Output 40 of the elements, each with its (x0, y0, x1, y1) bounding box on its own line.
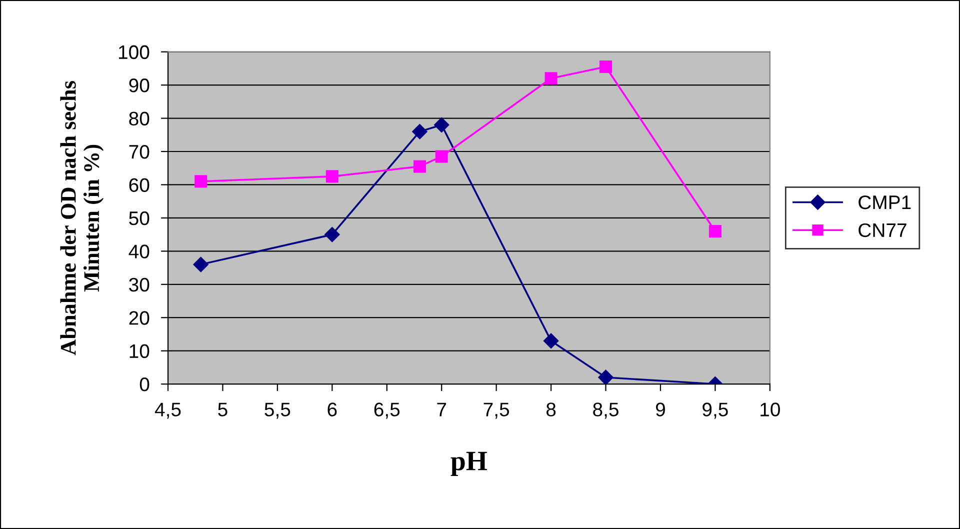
y-tick-label: 70 (129, 144, 150, 159)
y-tick-label: 30 (129, 278, 150, 292)
y-tick-label: 10 (130, 344, 150, 358)
x-tick-label: 8 (546, 402, 556, 416)
point (194, 175, 208, 188)
y-tick-label: 0 (140, 378, 150, 392)
x-tick-label: 6,5 (374, 402, 400, 419)
x-tick-label: 9 (656, 402, 665, 416)
point (434, 117, 450, 132)
point (708, 224, 722, 238)
x-tick-label: 10 (760, 402, 780, 416)
x-tick-label: 8,5 (593, 402, 618, 419)
y-tick-label: 50 (129, 211, 150, 226)
y-tick-label: 20 (129, 311, 150, 325)
point (435, 150, 448, 163)
x-tick-label: 9,5 (702, 402, 728, 419)
x-tick-label: 5 (218, 402, 228, 416)
point (412, 124, 428, 140)
point (543, 333, 559, 348)
x-tick-label: 6 (328, 402, 337, 416)
x-tick-label: 5,5 (264, 402, 290, 419)
y-tick-label: 80 (129, 112, 150, 126)
point (324, 226, 340, 242)
legend-label: CN77 (858, 223, 906, 238)
y-axis-title: Abnahme der OD nach sechs Minuten (in %) (60, 81, 104, 356)
point (413, 160, 426, 173)
x-tick-label: 4,5 (154, 402, 181, 419)
legend-label: CMP1 (858, 195, 911, 210)
x-tick-label: 7,5 (484, 402, 510, 419)
point (598, 370, 614, 384)
point (193, 256, 208, 272)
y-tick-label: 90 (129, 78, 150, 92)
point (600, 60, 612, 74)
point (326, 170, 338, 183)
point (544, 72, 558, 85)
y-tick-label: 40 (128, 244, 150, 258)
y-tick-label: 60 (129, 178, 150, 192)
y-tick-label: 100 (118, 45, 150, 60)
x-axis-title: pH (450, 452, 488, 476)
x-tick-label: 7 (437, 402, 446, 416)
